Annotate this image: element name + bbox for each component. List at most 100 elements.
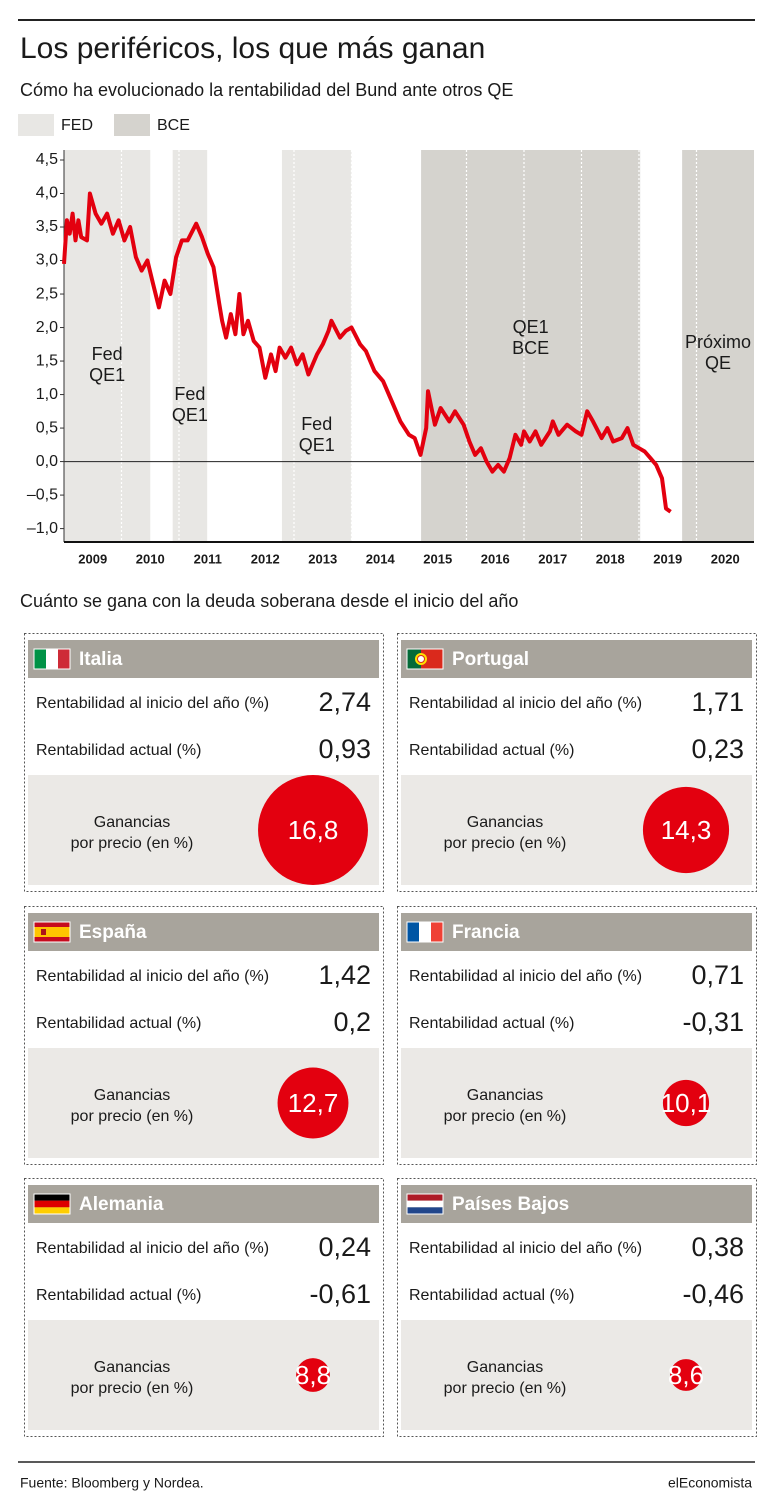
row-value: 0,38 (691, 1232, 744, 1262)
row-value: -0,61 (309, 1279, 371, 1309)
row-value: 1,42 (318, 960, 371, 990)
gain-bubble (670, 1359, 702, 1391)
country-name: Países Bajos (452, 1194, 569, 1215)
card-header (28, 640, 379, 678)
flag (33, 921, 71, 943)
qe-region (421, 150, 641, 542)
row-value: 0,2 (333, 1007, 371, 1037)
gain-label: Ganancias (467, 814, 544, 831)
x-tick-label: 2017 (538, 551, 567, 566)
gain-bubble (662, 1079, 710, 1127)
flag-stripe (34, 1194, 70, 1201)
row-value: 1,71 (691, 687, 744, 717)
gain-value: 8,6 (668, 1360, 704, 1390)
card-header (28, 1185, 379, 1223)
brand: elEconomista (668, 1475, 752, 1491)
flag-stripe (34, 1200, 70, 1208)
row-label: Rentabilidad actual (%) (36, 1287, 201, 1304)
gain-label: por precio (en %) (444, 1108, 567, 1125)
country-card: Países Bajos Rentabilidad al inicio del a… (397, 1178, 757, 1437)
gain-bubble (296, 1358, 330, 1392)
gain-value: 14,3 (661, 815, 712, 845)
gain-bubble (277, 1067, 349, 1139)
gain-label: Ganancias (94, 1359, 171, 1376)
row-label: Rentabilidad al inicio del año (%) (36, 695, 269, 712)
y-tick-label: 4,0 (36, 185, 58, 202)
gain-value: 16,8 (288, 815, 339, 845)
region-label: Fed (174, 384, 205, 404)
row-value: -0,31 (682, 1007, 744, 1037)
card-header (401, 640, 752, 678)
flag-stripe (407, 922, 419, 942)
y-tick-label: –1,0 (27, 520, 58, 537)
legend-label: BCE (157, 117, 190, 134)
gain-label: Ganancias (94, 814, 171, 831)
country-card: España Rentabilidad al inicio del año (%)… (24, 906, 384, 1165)
country-name: Francia (452, 922, 520, 943)
country-name: España (79, 922, 147, 943)
row-value: 0,24 (318, 1232, 371, 1262)
region-label: Fed (92, 344, 123, 364)
row-value: 0,71 (691, 960, 744, 990)
flag-border (406, 648, 444, 670)
row-label: Rentabilidad al inicio del año (%) (409, 695, 642, 712)
flag-border (33, 921, 71, 943)
y-tick-label: 2,0 (36, 319, 58, 336)
card-border (397, 1178, 757, 1437)
row-label: Rentabilidad al inicio del año (%) (36, 968, 269, 985)
row-value: -0,46 (682, 1279, 744, 1309)
flag-stripe (407, 1207, 443, 1214)
row-label: Rentabilidad al inicio del año (%) (36, 1240, 269, 1257)
card-border (397, 633, 757, 892)
flag (406, 1193, 444, 1215)
country-name: Portugal (452, 649, 529, 670)
x-tick-label: 2009 (78, 551, 107, 566)
flag-border (406, 921, 444, 943)
row-label: Rentabilidad actual (%) (409, 742, 574, 759)
legend-label: FED (61, 117, 93, 134)
flag-stripe (34, 1207, 70, 1214)
row-value: 0,93 (318, 734, 371, 764)
flag-stripe (46, 649, 58, 669)
flag-stripe (58, 649, 70, 669)
subtitle: Cómo ha evolucionado la rentabilidad del… (20, 80, 513, 100)
region-label: QE1 (172, 405, 208, 425)
y-tick-label: 1,5 (36, 352, 58, 369)
flag-stripe (34, 927, 70, 937)
y-tick-label: 4,5 (36, 151, 58, 168)
region-label: QE1 (513, 317, 549, 337)
title: Los periféricos, los que más ganan (20, 32, 485, 65)
flag (33, 1193, 71, 1215)
x-tick-label: 2016 (481, 551, 510, 566)
legend-swatch (114, 114, 150, 136)
gain-label: Ganancias (467, 1359, 544, 1376)
section-title: Cuánto se gana con la deuda soberana des… (20, 591, 518, 611)
x-tick-label: 2020 (711, 551, 740, 566)
gain-label: por precio (en %) (71, 1380, 194, 1397)
country-card: Italia Rentabilidad al inicio del año (%)… (24, 633, 384, 892)
row-label: Rentabilidad al inicio del año (%) (409, 1240, 642, 1257)
y-tick-label: –0,5 (27, 486, 58, 503)
x-tick-label: 2014 (366, 551, 396, 566)
gain-label: por precio (en %) (71, 1108, 194, 1125)
gain-bubble (642, 786, 730, 874)
flag-border (33, 1193, 71, 1215)
card-border (24, 906, 384, 1165)
country-name: Alemania (79, 1194, 164, 1215)
region-label: QE1 (299, 435, 335, 455)
gain-value: 12,7 (288, 1088, 339, 1118)
x-tick-label: 2015 (423, 551, 452, 566)
source: Fuente: Bloomberg y Nordea. (20, 1475, 204, 1491)
row-value: 0,23 (691, 734, 744, 764)
x-tick-label: 2010 (136, 551, 165, 566)
row-label: Rentabilidad actual (%) (36, 1015, 201, 1032)
country-card: Portugal Rentabilidad al inicio del año (… (397, 633, 757, 892)
flag (33, 648, 71, 670)
flag-border (406, 1193, 444, 1215)
gain-value: 10,1 (661, 1088, 712, 1118)
x-tick-label: 2011 (194, 551, 222, 566)
gain-label: Ganancias (94, 1087, 171, 1104)
flag-stripe (407, 649, 421, 669)
